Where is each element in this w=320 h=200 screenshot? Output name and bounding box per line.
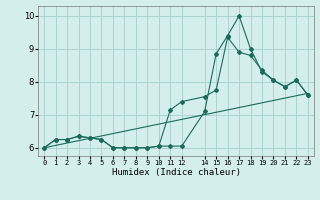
X-axis label: Humidex (Indice chaleur): Humidex (Indice chaleur)	[111, 168, 241, 177]
